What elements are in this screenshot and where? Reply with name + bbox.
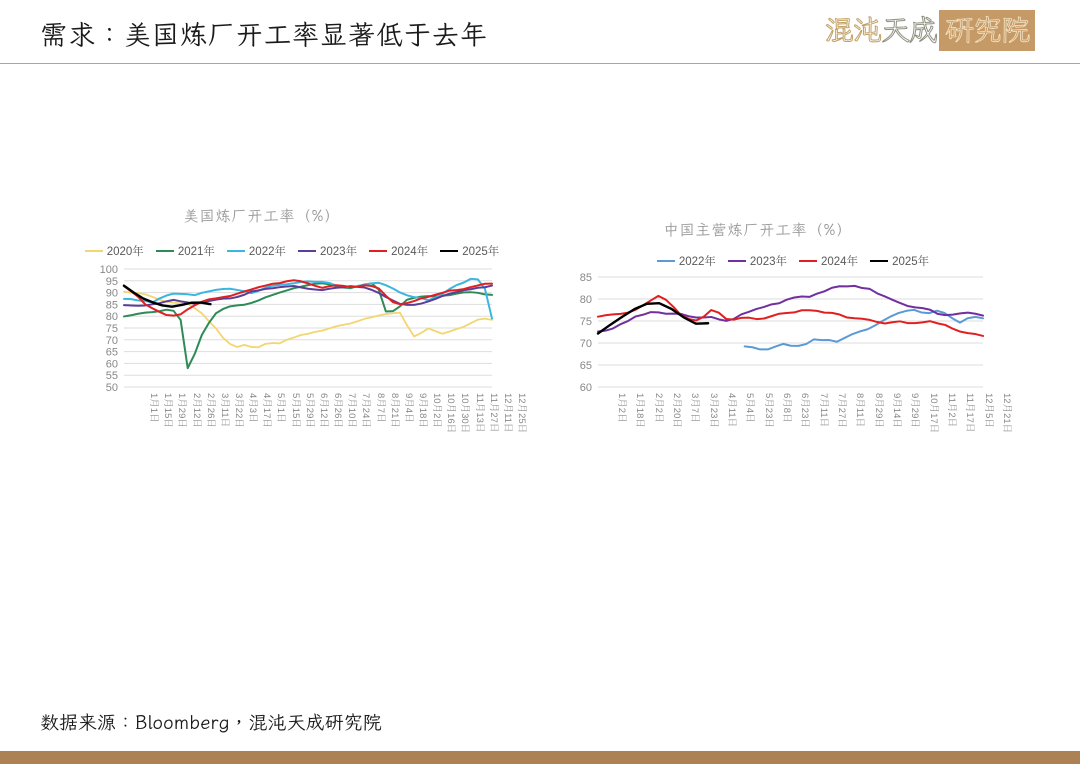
svg-text:70: 70 [580, 338, 592, 350]
svg-text:65: 65 [580, 360, 592, 372]
svg-text:85: 85 [106, 299, 118, 311]
svg-text:60: 60 [106, 358, 118, 370]
svg-text:85: 85 [580, 272, 592, 284]
svg-text:90: 90 [106, 288, 118, 300]
svg-text:80: 80 [106, 311, 118, 323]
svg-text:65: 65 [106, 347, 118, 359]
svg-text:55: 55 [106, 370, 118, 382]
svg-text:80: 80 [580, 294, 592, 306]
svg-text:70: 70 [106, 335, 118, 347]
svg-text:75: 75 [106, 323, 118, 335]
svg-text:100: 100 [100, 264, 118, 276]
svg-text:95: 95 [106, 276, 118, 288]
svg-text:75: 75 [580, 316, 592, 328]
svg-text:60: 60 [580, 382, 592, 394]
